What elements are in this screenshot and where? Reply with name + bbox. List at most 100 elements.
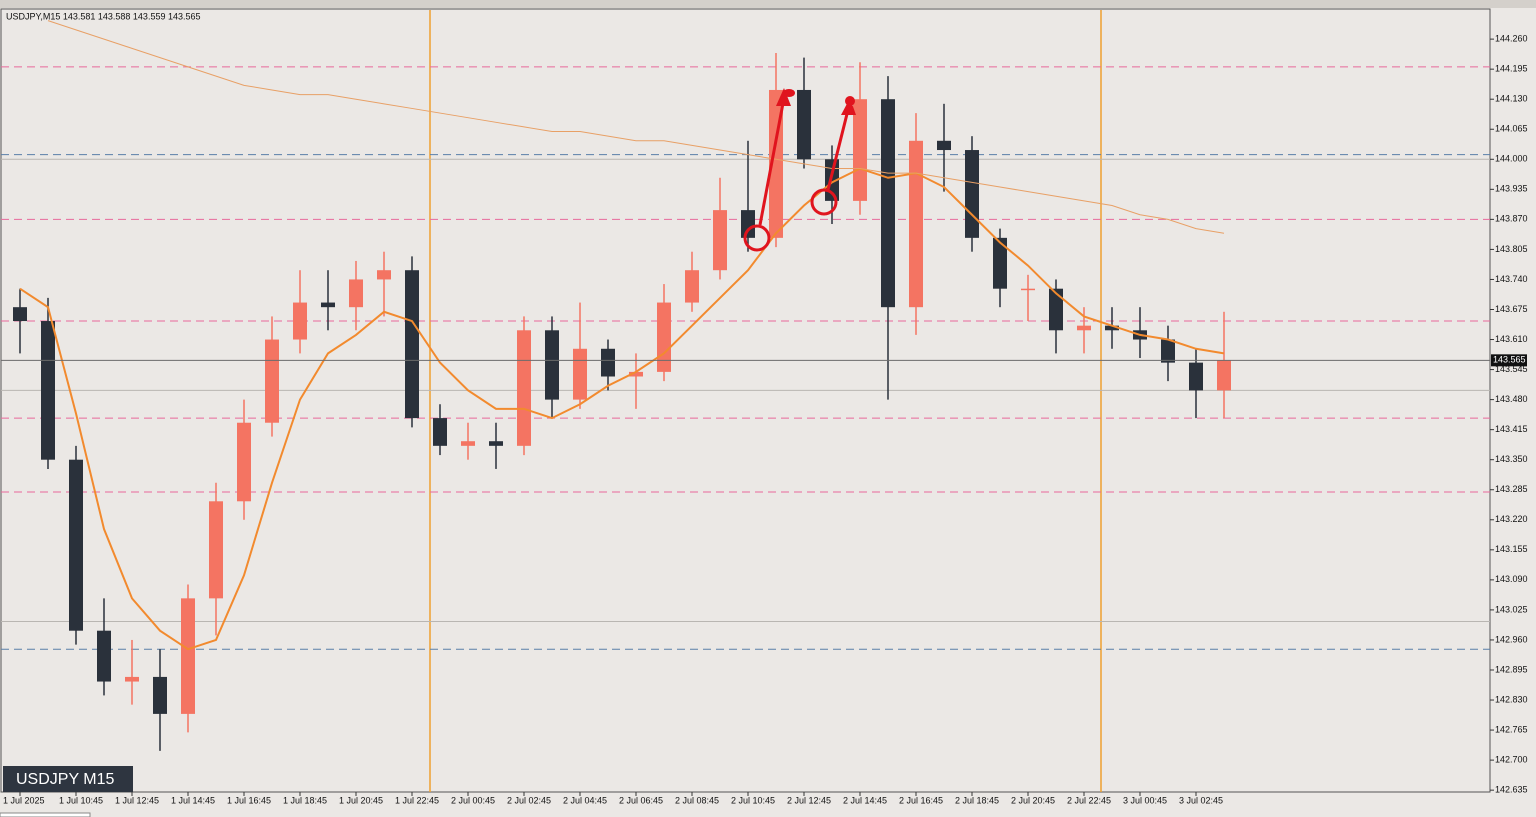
candle-body xyxy=(797,89,811,160)
x-tick-label: 2 Jul 02:45 xyxy=(507,795,551,805)
candle-body xyxy=(41,321,55,460)
candle-body xyxy=(741,210,755,238)
toolbar xyxy=(0,0,1536,8)
y-tick-label: 143.610 xyxy=(1495,334,1528,344)
candle-body xyxy=(13,307,27,322)
x-tick-label: 2 Jul 04:45 xyxy=(563,795,607,805)
x-tick-label: 2 Jul 16:45 xyxy=(899,795,943,805)
x-tick-label: 1 Jul 16:45 xyxy=(227,795,271,805)
y-tick-label: 143.350 xyxy=(1495,454,1528,464)
candle-body xyxy=(965,150,979,238)
arrow xyxy=(758,97,786,226)
x-tick-label: 2 Jul 22:45 xyxy=(1067,795,1111,805)
candle-body xyxy=(69,459,83,631)
candle-body xyxy=(1161,339,1175,363)
price-tag xyxy=(1491,354,1527,367)
x-tick-label: 2 Jul 10:45 xyxy=(731,795,775,805)
x-tick-label: 1 Jul 22:45 xyxy=(395,795,439,805)
candle-body xyxy=(601,348,615,377)
x-tick-label: 2 Jul 20:45 xyxy=(1011,795,1055,805)
x-tick-label: 2 Jul 00:45 xyxy=(451,795,495,805)
candle-body xyxy=(1021,288,1035,291)
candle-body xyxy=(1217,360,1231,391)
price-tag-label: 143.565 xyxy=(1493,355,1526,365)
x-tick-label: 2 Jul 18:45 xyxy=(955,795,999,805)
candle-body xyxy=(1077,325,1091,331)
tab[interactable] xyxy=(0,812,91,817)
x-tick-label: 3 Jul 00:45 xyxy=(1123,795,1167,805)
candle-body xyxy=(293,302,307,340)
candle-body xyxy=(545,330,559,400)
x-tick-label: 1 Jul 10:45 xyxy=(59,795,103,805)
y-tick-label: 143.480 xyxy=(1495,394,1528,404)
y-tick-label: 144.065 xyxy=(1495,124,1528,134)
x-tick-label: 1 Jul 14:45 xyxy=(171,795,215,805)
y-tick-label: 143.675 xyxy=(1495,304,1528,314)
candle-body xyxy=(853,99,867,201)
y-tick-label: 143.870 xyxy=(1495,214,1528,224)
y-tick-label: 142.700 xyxy=(1495,754,1528,764)
y-tick-label: 143.740 xyxy=(1495,274,1528,284)
y-tick-label: 142.765 xyxy=(1495,724,1528,734)
candle-body xyxy=(349,279,363,308)
y-tick-label: 143.025 xyxy=(1495,604,1528,614)
x-tick-label: 1 Jul 12:45 xyxy=(115,795,159,805)
y-tick-label: 142.960 xyxy=(1495,634,1528,644)
y-tick-label: 143.155 xyxy=(1495,544,1528,554)
candle-body xyxy=(209,501,223,599)
candle-body xyxy=(629,371,643,377)
x-tick-label: 2 Jul 12:45 xyxy=(787,795,831,805)
candle-body xyxy=(489,441,503,446)
dot xyxy=(783,89,795,97)
candle-body xyxy=(237,422,251,502)
candle-body xyxy=(377,270,391,280)
x-tick-label: 3 Jul 02:45 xyxy=(1179,795,1223,805)
y-tick-label: 143.935 xyxy=(1495,184,1528,194)
y-tick-label: 143.285 xyxy=(1495,484,1528,494)
candle-body xyxy=(937,140,951,151)
y-tick-label: 144.000 xyxy=(1495,154,1528,164)
candle-body xyxy=(573,348,587,400)
chart-title: USDJPY,M15 143.581 143.588 143.559 143.5… xyxy=(6,11,201,21)
candle-body xyxy=(153,676,167,714)
candle-body xyxy=(1105,325,1119,331)
y-tick-label: 143.545 xyxy=(1495,364,1528,374)
plot-area xyxy=(0,8,1491,793)
x-tick-label: 1 Jul 2025 xyxy=(3,795,45,805)
x-tick-label: 2 Jul 06:45 xyxy=(619,795,663,805)
dot xyxy=(845,96,855,106)
y-tick-label: 142.895 xyxy=(1495,664,1528,674)
y-tick-label: 143.805 xyxy=(1495,244,1528,254)
candle-body xyxy=(405,270,419,419)
candle-body xyxy=(321,302,335,308)
arrow-head xyxy=(776,88,791,106)
x-tick-label: 2 Jul 08:45 xyxy=(675,795,719,805)
y-tick-label: 142.635 xyxy=(1495,785,1528,795)
circle-marker xyxy=(743,224,771,252)
x-tick-label: 1 Jul 20:45 xyxy=(339,795,383,805)
y-tick-label: 143.220 xyxy=(1495,514,1528,524)
badge-text: USDJPY M15 xyxy=(16,771,115,788)
moving-average xyxy=(47,20,1225,234)
symbol-badge xyxy=(3,766,133,792)
candle-body xyxy=(993,237,1007,289)
candle-body xyxy=(461,441,475,446)
arrow-head xyxy=(841,98,856,115)
candle-body xyxy=(125,676,139,682)
candle-body xyxy=(1049,288,1063,331)
y-tick-label: 142.830 xyxy=(1495,694,1528,704)
candle-body xyxy=(97,630,111,682)
candle-body xyxy=(909,140,923,308)
candle-body xyxy=(1189,362,1203,391)
annotations xyxy=(743,88,856,252)
y-tick-label: 143.415 xyxy=(1495,424,1528,434)
candle-body xyxy=(685,270,699,303)
candle-body xyxy=(713,210,727,271)
candle-body xyxy=(265,339,279,423)
candle-body xyxy=(881,99,895,308)
candle-body xyxy=(657,302,671,372)
x-tick-label: 2 Jul 14:45 xyxy=(843,795,887,805)
candle-body xyxy=(181,598,195,714)
